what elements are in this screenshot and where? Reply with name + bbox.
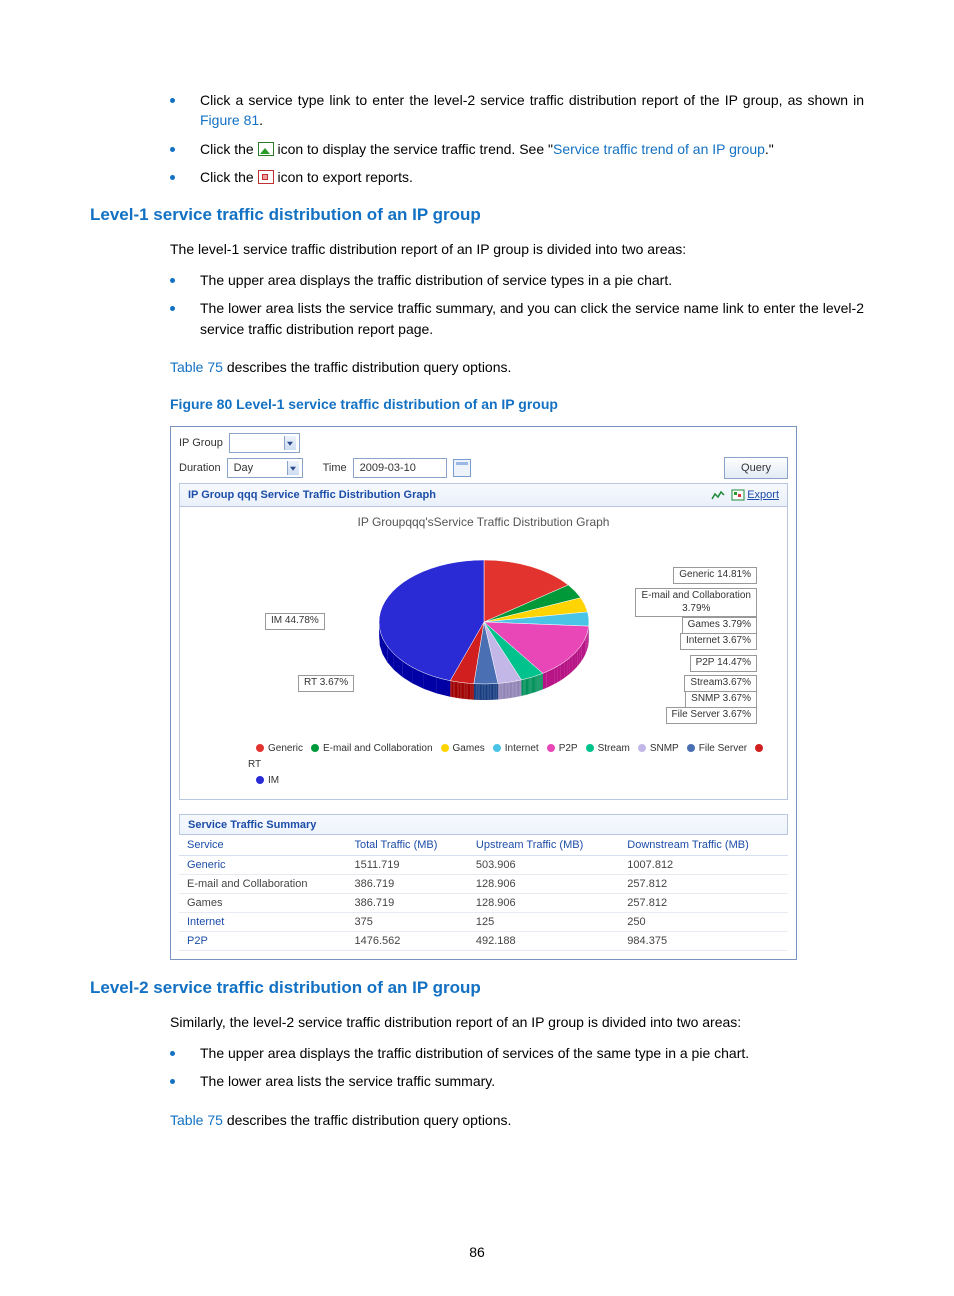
pie-chart (369, 544, 599, 719)
cell: 128.906 (468, 875, 619, 894)
cell: Games (179, 894, 346, 913)
section-bar-title: IP Group qqq Service Traffic Distributio… (188, 489, 436, 501)
calendar-icon[interactable] (453, 459, 471, 477)
callout: P2P 14.47% (690, 655, 757, 672)
level1-bullets: The upper area displays the traffic dist… (90, 270, 864, 347)
table-row: E-mail and Collaboration386.719128.90625… (179, 875, 788, 894)
time-label: Time (323, 462, 347, 474)
section-bar: IP Group qqq Service Traffic Distributio… (179, 483, 788, 507)
cell: 257.812 (619, 875, 788, 894)
cell: 1007.812 (619, 856, 788, 875)
col-header: Service (179, 835, 346, 856)
callout: SNMP 3.67% (685, 691, 757, 708)
bullet-item: The upper area displays the traffic dist… (170, 1043, 864, 1071)
bullet-text: Click a service type link to enter the l… (200, 92, 864, 108)
level2-heading: Level-2 service traffic distribution of … (90, 978, 864, 998)
duration-label: Duration (179, 462, 221, 474)
cell: 503.906 (468, 856, 619, 875)
page-number: 86 (0, 1244, 954, 1260)
callout: Stream3.67% (684, 675, 757, 692)
cell: 250 (619, 913, 788, 932)
col-header: Total Traffic (MB) (346, 835, 467, 856)
figure81-link[interactable]: Figure 81 (200, 112, 259, 128)
table75-link-2[interactable]: Table 75 (170, 1112, 223, 1128)
cell: E-mail and Collaboration (179, 875, 346, 894)
service-link[interactable]: Generic (179, 856, 346, 875)
figure-caption: Figure 80 Level-1 service traffic distri… (90, 388, 864, 420)
col-header: Upstream Traffic (MB) (468, 835, 619, 856)
col-header: Downstream Traffic (MB) (619, 835, 788, 856)
time-input[interactable]: 2009-03-10 (353, 458, 447, 478)
bullet-item: Click the icon to display the service tr… (170, 139, 864, 167)
cell: 1511.719 (346, 856, 467, 875)
callout-im: IM 44.78% (265, 613, 325, 630)
service-link[interactable]: Internet (179, 913, 346, 932)
query-button[interactable]: Query (724, 457, 788, 479)
table75-link[interactable]: Table 75 (170, 359, 223, 375)
intro-bullets: Click a service type link to enter the l… (90, 90, 864, 195)
export-small-icon[interactable] (731, 489, 745, 501)
bullet-item: Click a service type link to enter the l… (170, 90, 864, 139)
figure80-screenshot: IP Group Duration Day Time 2009-03-10 Qu… (170, 426, 797, 960)
filter-row-2: Duration Day Time 2009-03-10 Query (179, 457, 788, 479)
chart-icon (258, 142, 274, 156)
table-row: Games386.719128.906257.812 (179, 894, 788, 913)
cell: 128.906 (468, 894, 619, 913)
duration-select[interactable]: Day (227, 458, 303, 478)
trend-icon[interactable] (711, 489, 725, 501)
callout: E-mail and Collaboration3.79% (635, 588, 757, 617)
ipgroup-select[interactable] (229, 433, 300, 453)
callout: Internet 3.67% (680, 633, 757, 650)
cell: 492.188 (468, 932, 619, 951)
bullet-item: The lower area lists the service traffic… (170, 1071, 864, 1099)
table-ref-2: Table 75 describes the traffic distribut… (90, 1110, 864, 1141)
table-row: Internet375125250 (179, 913, 788, 932)
cell: 257.812 (619, 894, 788, 913)
level1-intro: The level-1 service traffic distribution… (90, 239, 864, 270)
chart-container: IP Groupqqq'sService Traffic Distributio… (179, 507, 788, 800)
table-ref: Table 75 describes the traffic distribut… (90, 357, 864, 388)
level2-intro: Similarly, the level-2 service traffic d… (90, 1012, 864, 1043)
chart-title: IP Groupqqq'sService Traffic Distributio… (190, 515, 777, 529)
filter-row-1: IP Group (179, 433, 788, 453)
pie-chart-area: IM 44.78% RT 3.67% Generic 14.81% E-mail … (190, 535, 777, 735)
cell: 386.719 (346, 894, 467, 913)
bullet-item: Click the icon to export reports. (170, 167, 864, 195)
level1-heading: Level-1 service traffic distribution of … (90, 205, 864, 225)
table-row: P2P1476.562492.188984.375 (179, 932, 788, 951)
cell: 375 (346, 913, 467, 932)
cell: 386.719 (346, 875, 467, 894)
callout: Games 3.79% (682, 617, 757, 634)
service-link[interactable]: P2P (179, 932, 346, 951)
table-row: Generic1511.719503.9061007.812 (179, 856, 788, 875)
bullet-item: The upper area displays the traffic dist… (170, 270, 864, 298)
cell: 984.375 (619, 932, 788, 951)
callout: File Server 3.67% (666, 707, 757, 724)
cell: 1476.562 (346, 932, 467, 951)
service-traffic-trend-link[interactable]: Service traffic trend of an IP group (553, 141, 765, 157)
export-icon (258, 170, 274, 184)
ipgroup-label: IP Group (179, 437, 223, 449)
callout: Generic 14.81% (673, 567, 757, 584)
level2-bullets: The upper area displays the traffic dist… (90, 1043, 864, 1100)
chart-legend: GenericE-mail and CollaborationGamesInte… (190, 735, 777, 789)
summary-title: Service Traffic Summary (179, 814, 788, 834)
summary-table: ServiceTotal Traffic (MB)Upstream Traffi… (179, 834, 788, 951)
callout-rt: RT 3.67% (298, 675, 354, 692)
bullet-item: The lower area lists the service traffic… (170, 298, 864, 347)
export-link[interactable]: Export (747, 489, 779, 501)
cell: 125 (468, 913, 619, 932)
